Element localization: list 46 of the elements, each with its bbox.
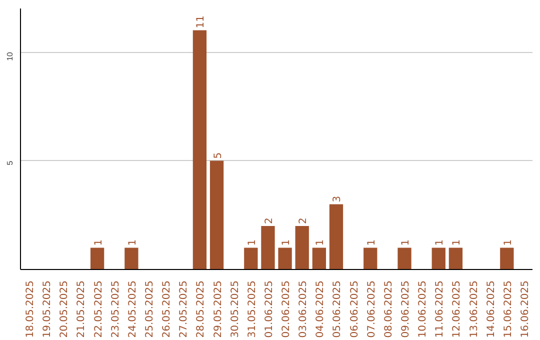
data-label: 2 <box>298 218 310 224</box>
data-label: 1 <box>315 239 326 246</box>
x-tick-label: 10.06.2025 <box>418 280 429 338</box>
data-label: 1 <box>452 239 463 246</box>
x-tick-label: 03.06.2025 <box>298 280 310 338</box>
x-tick-label: 24.05.2025 <box>127 280 138 338</box>
x-tick-label: 18.05.2025 <box>25 280 36 338</box>
data-label: 2 <box>264 218 275 224</box>
x-tick-label: 22.05.2025 <box>93 280 104 338</box>
x-tick-label: 09.06.2025 <box>400 280 412 338</box>
x-tick-label: 28.05.2025 <box>196 280 207 338</box>
data-label: 5 <box>212 152 224 159</box>
data-label: 1 <box>366 239 378 246</box>
x-tick-label: 07.06.2025 <box>366 280 378 338</box>
x-tick-label: 23.05.2025 <box>110 280 122 338</box>
data-label: 1 <box>434 239 446 246</box>
x-tick-label: 31.05.2025 <box>246 280 258 338</box>
x-tick-label: 11.06.2025 <box>434 280 446 338</box>
x-tick-label: 26.05.2025 <box>162 280 173 338</box>
x-tick-label: 27.05.2025 <box>178 280 190 338</box>
data-label: 3 <box>332 196 344 202</box>
data-label: 11 <box>196 16 207 28</box>
x-tick-label: 04.06.2025 <box>315 280 326 338</box>
x-tick-label: 13.06.2025 <box>468 280 480 338</box>
x-tick-label: 29.05.2025 <box>212 280 224 338</box>
x-tick-label: 19.05.2025 <box>42 280 54 338</box>
x-tick-label: 30.05.2025 <box>230 280 241 338</box>
x-tick-label: 01.06.2025 <box>264 280 275 338</box>
x-tick-label: 05.06.2025 <box>332 280 344 338</box>
x-tick-label: 02.06.2025 <box>281 280 292 338</box>
data-label: 1 <box>400 239 412 246</box>
x-tick-label: 12.06.2025 <box>452 280 463 338</box>
x-tick-label: 06.06.2025 <box>349 280 360 338</box>
y-tick-label: 10 <box>6 51 14 61</box>
data-label: 1 <box>127 239 138 246</box>
data-label: 1 <box>93 239 104 246</box>
x-tick-label: 15.06.2025 <box>502 280 514 338</box>
x-tick-label: 16.06.2025 <box>520 280 531 338</box>
x-tick-label: 25.05.2025 <box>144 280 156 338</box>
data-label: 1 <box>246 239 258 246</box>
x-tick-label: 20.05.2025 <box>59 280 70 338</box>
data-label: 1 <box>502 239 514 246</box>
x-tick-label: 08.06.2025 <box>383 280 394 338</box>
x-tick-label: 21.05.2025 <box>76 280 88 338</box>
x-tick-label: 14.06.2025 <box>486 280 497 338</box>
data-label: 1 <box>281 239 292 246</box>
